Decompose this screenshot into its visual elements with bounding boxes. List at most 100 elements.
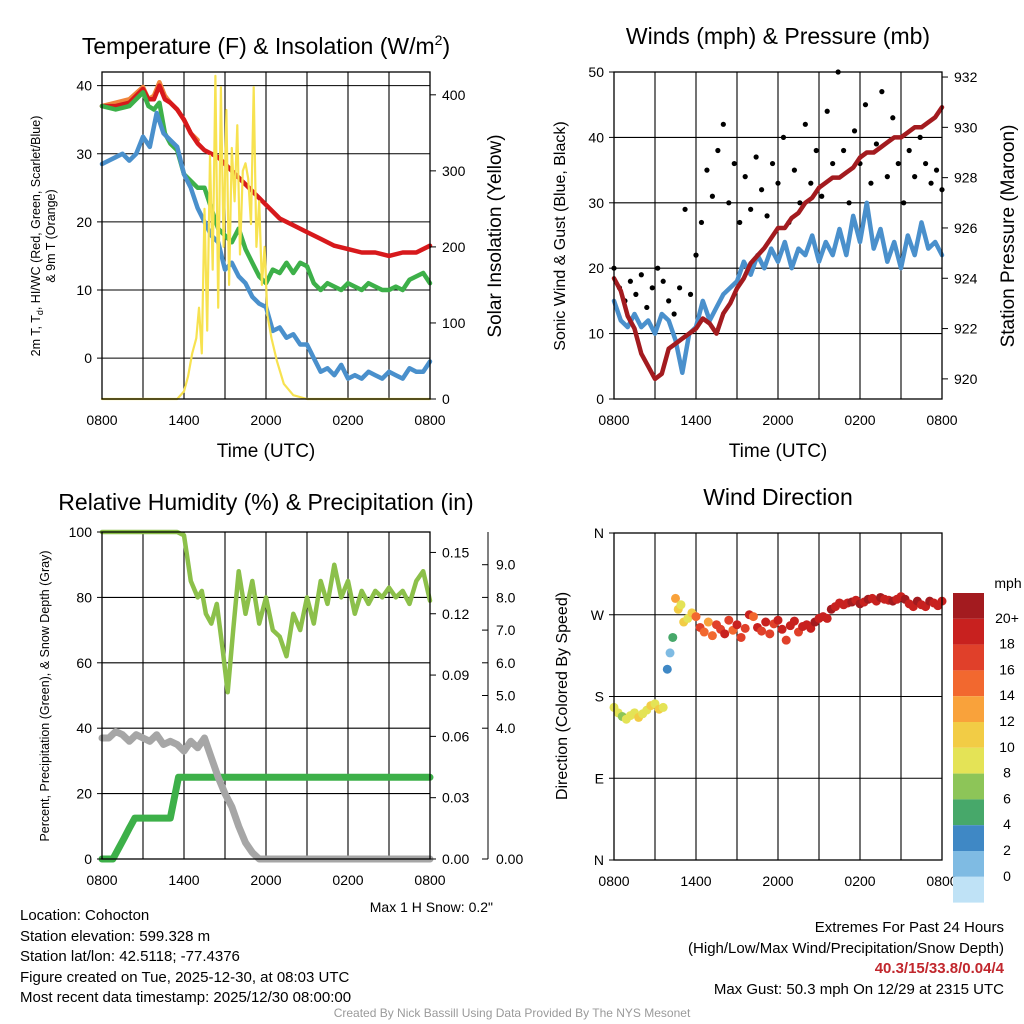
direction-point (676, 600, 686, 610)
wind-direction-y-axis-label: Direction (Colored By Speed) (554, 592, 571, 800)
direction-point (765, 629, 775, 639)
max-hourly-snow-note: Max 1 H Snow: 0.2" (370, 899, 493, 915)
winds-gust-point (906, 147, 912, 154)
winds-gust-point (868, 180, 874, 186)
winds-gust-point (638, 272, 644, 278)
winds-station-pressure-line (611, 104, 945, 382)
winds-x-tick-label: 2000 (762, 412, 793, 428)
humidity-y2-tick-label: 0.12 (442, 606, 469, 622)
winds-y-tick-label: 20 (588, 260, 604, 276)
direction-point (699, 627, 709, 637)
humidity-x-tick-label: 0800 (414, 872, 445, 888)
humidity-x-tick-label: 2000 (250, 872, 281, 888)
winds-y-tick-label: 50 (588, 64, 604, 80)
direction-point (724, 615, 734, 625)
winds-gust-point (917, 134, 923, 140)
winds-gust-point (715, 147, 721, 154)
station-elevation: Station elevation: 599.328 m (20, 927, 211, 945)
temperature-x-tick-label: 2000 (250, 412, 281, 428)
temperature-y-axis-label: 2m T, Td, HI/WC (Red, Green, Scarlet/Blu… (29, 116, 58, 357)
temperature-y2-tick-label: 100 (442, 315, 466, 331)
temperature-y-tick-label: 10 (76, 282, 92, 298)
humidity-y-tick-label: 0 (84, 851, 92, 867)
winds-gust-point (764, 213, 770, 219)
direction-point (806, 623, 816, 633)
wind-direction-title: Wind Direction (703, 484, 853, 510)
temperature-panel: Temperature (F) & Insolation (W/m2) 0800… (29, 32, 506, 462)
direction-point (671, 593, 680, 603)
temperature-x-tick-label: 0800 (86, 412, 117, 428)
colorbar-label: 12 (999, 713, 1015, 729)
winds-gust-point (901, 200, 907, 206)
winds-gust-point (895, 160, 901, 167)
winds-gust-point (660, 278, 666, 284)
temperature-y-tick-label: 40 (76, 78, 92, 94)
winds-sonic-wind-line (611, 200, 945, 376)
winds-gust-point (759, 187, 765, 193)
colorbar-label: 8 (1003, 765, 1011, 781)
direction-point (822, 613, 832, 623)
humidity-y3-tick-label: 7.0 (496, 622, 516, 638)
winds-gust-point (726, 200, 732, 206)
direction-y-tick-label: N (594, 525, 604, 541)
colorbar-label: 18 (999, 636, 1015, 652)
humidity-title: Relative Humidity (%) & Precipitation (i… (58, 489, 473, 515)
direction-y-tick-label: W (591, 607, 605, 623)
direction-point (781, 635, 791, 645)
winds-gust-point (862, 102, 869, 108)
colorbar-swatch (953, 670, 984, 697)
winds-plot-frame (613, 71, 943, 400)
winds-gust-point (698, 219, 705, 226)
temperature-solar-insolation-line (100, 74, 432, 401)
colorbar-label: 4 (1003, 816, 1011, 832)
winds-y2-tick-label: 922 (954, 321, 978, 337)
direction-point (662, 664, 672, 674)
winds-y2-axis-label: Station Pressure (Maroon) (998, 125, 1019, 348)
direction-point (665, 648, 675, 658)
winds-gust-point (824, 108, 830, 114)
winds-y-tick-label: 10 (588, 326, 604, 342)
humidity-y2-tick-label: 0.09 (442, 667, 469, 683)
winds-gust-point (687, 291, 694, 297)
colorbar-swatch (953, 876, 984, 903)
direction-y-tick-label: N (594, 852, 604, 868)
temperature-x-tick-label: 0800 (414, 412, 445, 428)
humidity-x-tick-label: 0800 (86, 872, 117, 888)
temperature-y-tick-label: 20 (76, 214, 92, 230)
wind-direction-panel: Wind Direction 0800 1400 2000 0200 0800 N E S W N… (554, 484, 1022, 903)
winds-gust-point (644, 304, 650, 311)
winds-gust-point (797, 200, 803, 206)
winds-gust-point (769, 160, 776, 167)
direction-point (777, 624, 787, 634)
temperature-x-axis-label: Time (UTC) (217, 441, 316, 462)
winds-gust-point (802, 121, 808, 127)
svg-text:2m T, Td, HI/WC (Red, Green, S: 2m T, Td, HI/WC (Red, Green, Scarlet/Blu… (29, 116, 45, 357)
humidity-precipitation-line (98, 773, 434, 863)
colorbar-swatch (953, 799, 984, 826)
direction-x-tick-label: 0800 (598, 873, 629, 889)
direction-point (757, 626, 767, 636)
colorbar-swatch (953, 593, 984, 619)
colorbar-swatch (953, 825, 984, 851)
direction-point (773, 615, 783, 625)
winds-gust-point (841, 147, 847, 154)
direction-point (761, 617, 771, 627)
temperature-y2-tick-label: 200 (442, 239, 466, 255)
winds-y-tick-label: 0 (596, 391, 604, 407)
winds-gust-point (704, 167, 710, 173)
winds-gust-point (709, 193, 716, 199)
humidity-y-axis-label: Percent, Precipitation (Green), & Snow D… (38, 550, 52, 841)
winds-gust-point (819, 193, 825, 199)
winds-gust-point (677, 285, 683, 291)
humidity-relative-humidity-line (99, 529, 433, 695)
winds-gust-point (851, 128, 858, 134)
winds-gust-point (923, 160, 929, 167)
winds-y-tick-label: 30 (588, 195, 604, 211)
winds-gust-point (655, 265, 661, 271)
winds-y2-tick-label: 926 (954, 220, 978, 236)
extremes-subtitle: (High/Low/Max Wind/Precipitation/Snow De… (688, 939, 1004, 957)
winds-y-tick-label: 40 (588, 129, 604, 145)
colorbar-title: mph (994, 575, 1021, 591)
direction-point (668, 632, 678, 642)
humidity-snow-depth-line (98, 728, 434, 863)
